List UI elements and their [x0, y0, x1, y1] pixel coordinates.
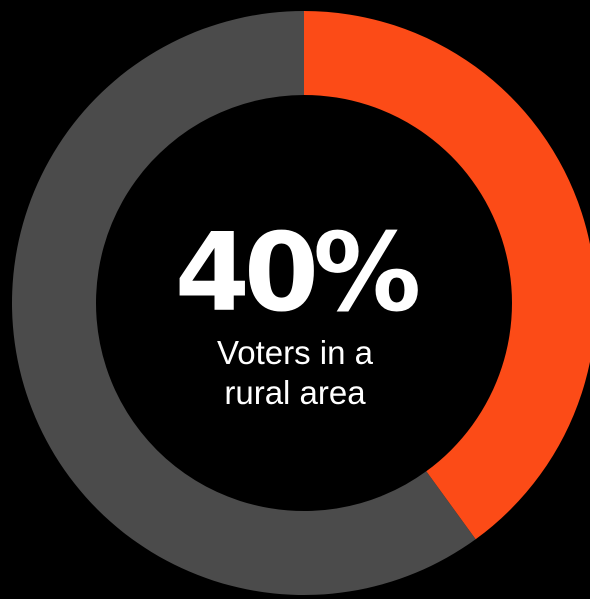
donut-slice-1 — [304, 11, 590, 540]
donut-slice-2 — [11, 11, 476, 595]
center-label: 40% Voters in a rural area — [95, 215, 495, 413]
center-caption-line-1: Voters in a — [217, 334, 373, 371]
center-caption-line-2: rural area — [224, 374, 366, 411]
center-value: 40% — [174, 211, 422, 336]
